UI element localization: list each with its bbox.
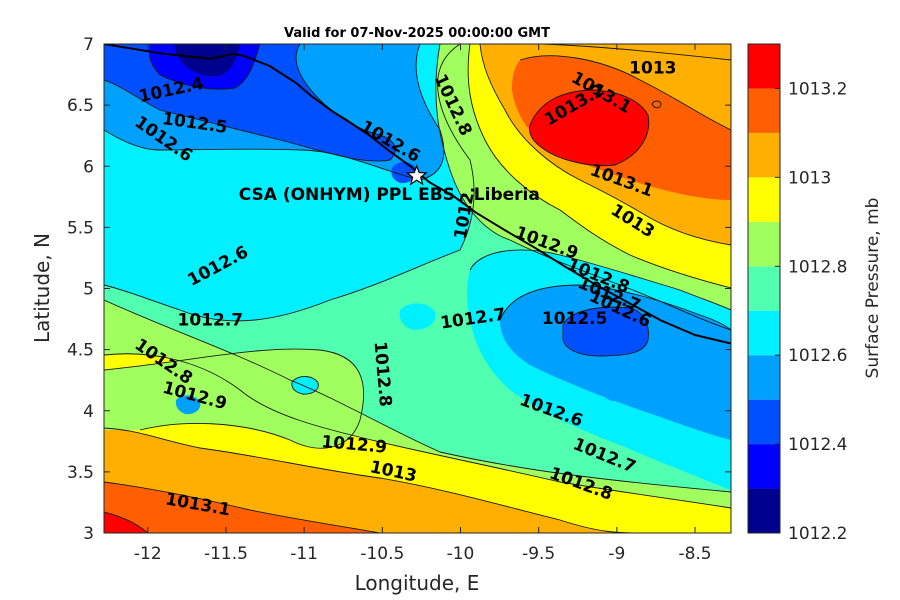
y-tick-label: 6.5 — [67, 96, 94, 116]
pressure-field: 1012.41012.51012.61012.81012.61012.1013.… — [104, 44, 731, 533]
y-tick-label: 7 — [83, 35, 94, 55]
x-tick-label: -11.5 — [204, 544, 248, 564]
colorbar-segment — [748, 399, 780, 445]
x-tick-label: -9 — [608, 544, 625, 564]
colorbar-tick-label: 1012.8 — [788, 257, 847, 277]
y-tick-label: 4.5 — [67, 341, 94, 361]
y-tick-label: 5.5 — [67, 218, 94, 238]
colorbar-segment — [748, 444, 780, 489]
x-tick-label: -9.5 — [522, 544, 555, 564]
colorbar-segment — [748, 88, 780, 133]
coastline — [104, 44, 731, 345]
x-tick-label: -12 — [134, 544, 162, 564]
y-tick-label: 4 — [83, 402, 94, 422]
contour-label: 1012.7 — [178, 310, 244, 330]
y-tick-label: 6 — [83, 157, 94, 177]
contour-label: 1013 — [629, 58, 676, 78]
colorbar-segment — [748, 310, 780, 356]
colorbar-tick-label: 1012.6 — [788, 346, 847, 366]
colorbar-segment — [748, 266, 780, 311]
colorbar-segment — [748, 177, 780, 222]
y-axis: 7 6.5 6 5.5 5 4.5 4 3.5 3 — [67, 35, 731, 544]
colorbar-label: Surface Pressure, mb — [863, 198, 883, 379]
site-star-icon[interactable] — [405, 164, 428, 186]
colorbar-segment — [748, 44, 780, 89]
y-tick-label: 5 — [83, 280, 94, 300]
colorbar-segment — [748, 355, 780, 400]
x-tick-label: -10 — [447, 544, 475, 564]
y-tick-label: 3 — [83, 524, 94, 544]
map-title: Valid for 07-Nov-2025 00:00:00 GMT — [284, 26, 550, 41]
x-tick-label: -8.5 — [678, 544, 711, 564]
colorbar-segment — [748, 488, 780, 533]
site-label: CSA (ONHYM) PPL EBS - Liberia — [239, 185, 540, 205]
colorbar-segment — [748, 132, 780, 178]
colorbar-tick-label: 1012.2 — [788, 524, 847, 544]
colorbar-tick-label: 1012.4 — [788, 435, 847, 455]
x-tick-label: -11 — [290, 544, 318, 564]
x-axis-label: Longitude, E — [355, 571, 480, 595]
y-axis-label: Latitude, N — [30, 233, 54, 343]
x-axis: -12 -11.5 -11 -10.5 -10 -9.5 -9 -8.5 — [134, 44, 712, 564]
x-tick-label: -10.5 — [360, 544, 404, 564]
colorbar: 1013.2 1013 1012.8 1012.6 1012.4 1012.2 — [747, 43, 847, 544]
colorbar-tick-label: 1013.2 — [788, 79, 847, 99]
contour-label: 1012.5 — [542, 309, 608, 329]
y-tick-label: 3.5 — [67, 463, 94, 483]
colorbar-segment — [748, 221, 780, 267]
colorbar-tick-label: 1013 — [788, 168, 831, 188]
